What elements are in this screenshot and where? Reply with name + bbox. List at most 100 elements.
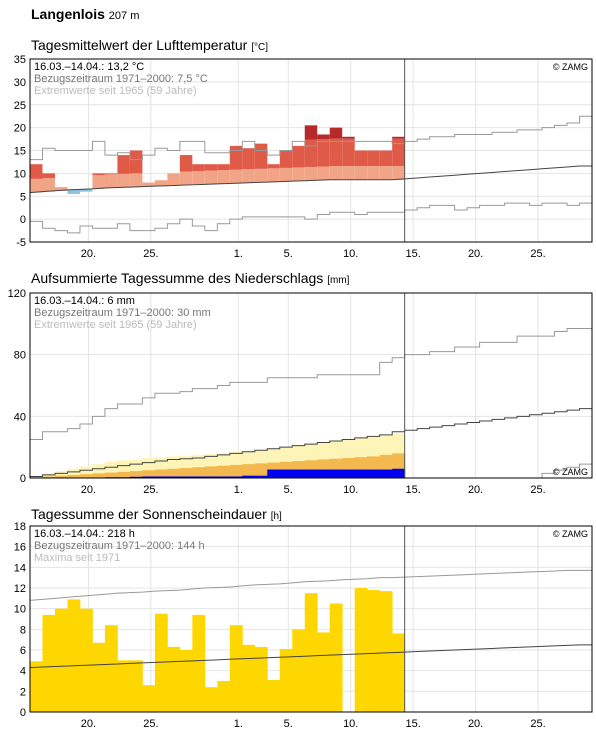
temp-bar — [217, 164, 230, 171]
sun-bar — [379, 591, 393, 712]
temp-bar — [30, 164, 43, 179]
precip-ytick-label: 0 — [20, 473, 26, 485]
precip-band-inner — [142, 470, 156, 478]
sun-bar — [142, 685, 156, 712]
precip-ytick-label: 120 — [8, 288, 26, 300]
temp-bar-strong — [342, 136, 355, 139]
temp-bar-base — [292, 167, 305, 182]
sun-xtick-label: 25. — [530, 718, 545, 729]
sun-bar — [179, 650, 193, 712]
temp-bar-strong — [329, 127, 343, 139]
precip-xtick-label: 1. — [234, 484, 243, 496]
temp-xtick-label: 10. — [343, 248, 358, 260]
precip-band-outer — [54, 471, 68, 478]
temp-bar-base — [379, 166, 393, 180]
precip-info-current: 16.03.–14.04.: 6 mm — [34, 295, 135, 307]
precip-cumulative-bar — [354, 469, 368, 478]
sun-bar — [229, 625, 243, 712]
sun-xtick-label: 15. — [406, 718, 421, 729]
precip-cumulative-bar — [192, 476, 206, 478]
temp-bar — [229, 145, 243, 170]
precip-band-inner — [79, 474, 93, 478]
temp-bar — [367, 150, 380, 167]
precip-xtick-label: 10. — [343, 484, 358, 496]
temp-bar-base — [254, 168, 268, 183]
temp-xtick-label: 25. — [530, 248, 545, 260]
temp-bar-base — [229, 169, 243, 184]
temp-bar-base — [179, 171, 193, 186]
temp-plot-frame — [29, 58, 593, 243]
temp-bar-base — [242, 169, 255, 183]
precip-cumulative-bar — [242, 475, 256, 478]
temp-title-text: Tagesmittelwert der Lufttemperatur — [31, 37, 248, 53]
temp-xtick-label: 1. — [234, 248, 243, 260]
sun-bar — [317, 632, 331, 712]
precip-info-reference: Bezugszeitraum 1971–2000: 30 mm — [34, 307, 211, 319]
temp-xtick-label: 25. — [143, 248, 158, 260]
temp-xtick-label: 5. — [284, 248, 293, 260]
precip-cumulative-bar — [229, 476, 243, 478]
temp-bar-below — [79, 189, 93, 192]
precipitation-chart: 0 40 80 120 20. 25. 1. 5. 10. 15. 20. 25. 16.03.–14.… — [8, 288, 593, 496]
temp-bar-base — [192, 171, 205, 185]
precip-band-inner — [129, 471, 143, 478]
sun-plot-frame — [29, 525, 593, 713]
sun-bar — [329, 603, 343, 712]
temp-bar — [267, 164, 280, 169]
temp-bar-base — [117, 173, 130, 188]
precip-info-extremes: Extremwerte seit 1965 (59 Jahre) — [34, 319, 197, 331]
temp-xtick-label: 20. — [81, 248, 96, 260]
precip-band-outer — [79, 466, 93, 478]
temp-ytick-label: 20 — [14, 123, 26, 135]
temp-bar-base — [142, 182, 155, 187]
temp-bar-strong — [317, 134, 330, 140]
temp-bar-base — [30, 178, 43, 193]
precip-band-inner — [54, 475, 68, 478]
temp-bar-base — [129, 173, 143, 188]
sun-xtick-label: 1. — [234, 718, 243, 729]
precip-title-text: Aufsummierte Tagessumme des Niederschlag… — [31, 270, 324, 286]
sun-bar — [30, 661, 43, 712]
sun-ytick-label: 12 — [14, 583, 26, 595]
sun-bar — [392, 633, 406, 712]
sun-bar — [54, 608, 68, 712]
precip-cumulative-bar — [304, 469, 318, 478]
sun-xtick-label: 25. — [143, 718, 158, 729]
sun-xtick-label: 10. — [343, 718, 358, 729]
temp-bar — [204, 164, 218, 171]
temp-bar — [304, 139, 318, 167]
precip-cumulative-bar — [267, 469, 281, 478]
precip-cumulative-bar — [129, 476, 143, 478]
precip-cumulative-bar — [254, 475, 268, 478]
temp-bar-base — [42, 177, 55, 192]
temp-bar-strong — [304, 125, 318, 140]
precip-title-unit: [mm] — [327, 275, 350, 286]
temp-bar — [292, 145, 305, 168]
station-header: Langenlois 207 m — [31, 6, 139, 22]
temp-bar — [342, 138, 355, 167]
temp-ytick-label: 0 — [20, 214, 26, 226]
temp-bar — [104, 173, 118, 175]
temp-bar — [317, 139, 330, 167]
precip-cumulative-bar — [204, 476, 218, 478]
temp-ytick-label: 10 — [14, 168, 26, 180]
temp-bar-base — [267, 168, 280, 183]
temp-info-current: 16.03.–14.04.: 13,2 °C — [34, 61, 144, 73]
temp-bar — [379, 150, 393, 167]
precip-cumulative-bar — [142, 476, 156, 478]
sunshine-chart: 0 2 4 6 8 10 12 14 16 18 20. 25. 1. 5. 10. 15. 20. 25. 16.… — [14, 521, 593, 729]
temp-bar-base — [104, 174, 118, 189]
sun-bar — [92, 642, 106, 712]
sun-bar — [129, 660, 143, 712]
precip-band-inner — [254, 463, 268, 478]
temperature-chart: -5 0 5 10 15 20 25 30 35 20. 25. 1. 5. 10. 15. 20. 25. 16… — [14, 55, 593, 260]
temp-bar — [392, 138, 405, 167]
temp-ytick-label: 35 — [14, 55, 26, 66]
precip-band-inner — [92, 473, 106, 478]
temp-bar-base — [92, 175, 105, 189]
precip-band-inner — [117, 471, 131, 478]
temp-bar-base — [54, 187, 68, 191]
precip-chart-title: Aufsummierte Tagessumme des Niederschlag… — [31, 270, 349, 286]
temp-bar — [42, 173, 55, 178]
temp-bar-base — [304, 166, 318, 181]
